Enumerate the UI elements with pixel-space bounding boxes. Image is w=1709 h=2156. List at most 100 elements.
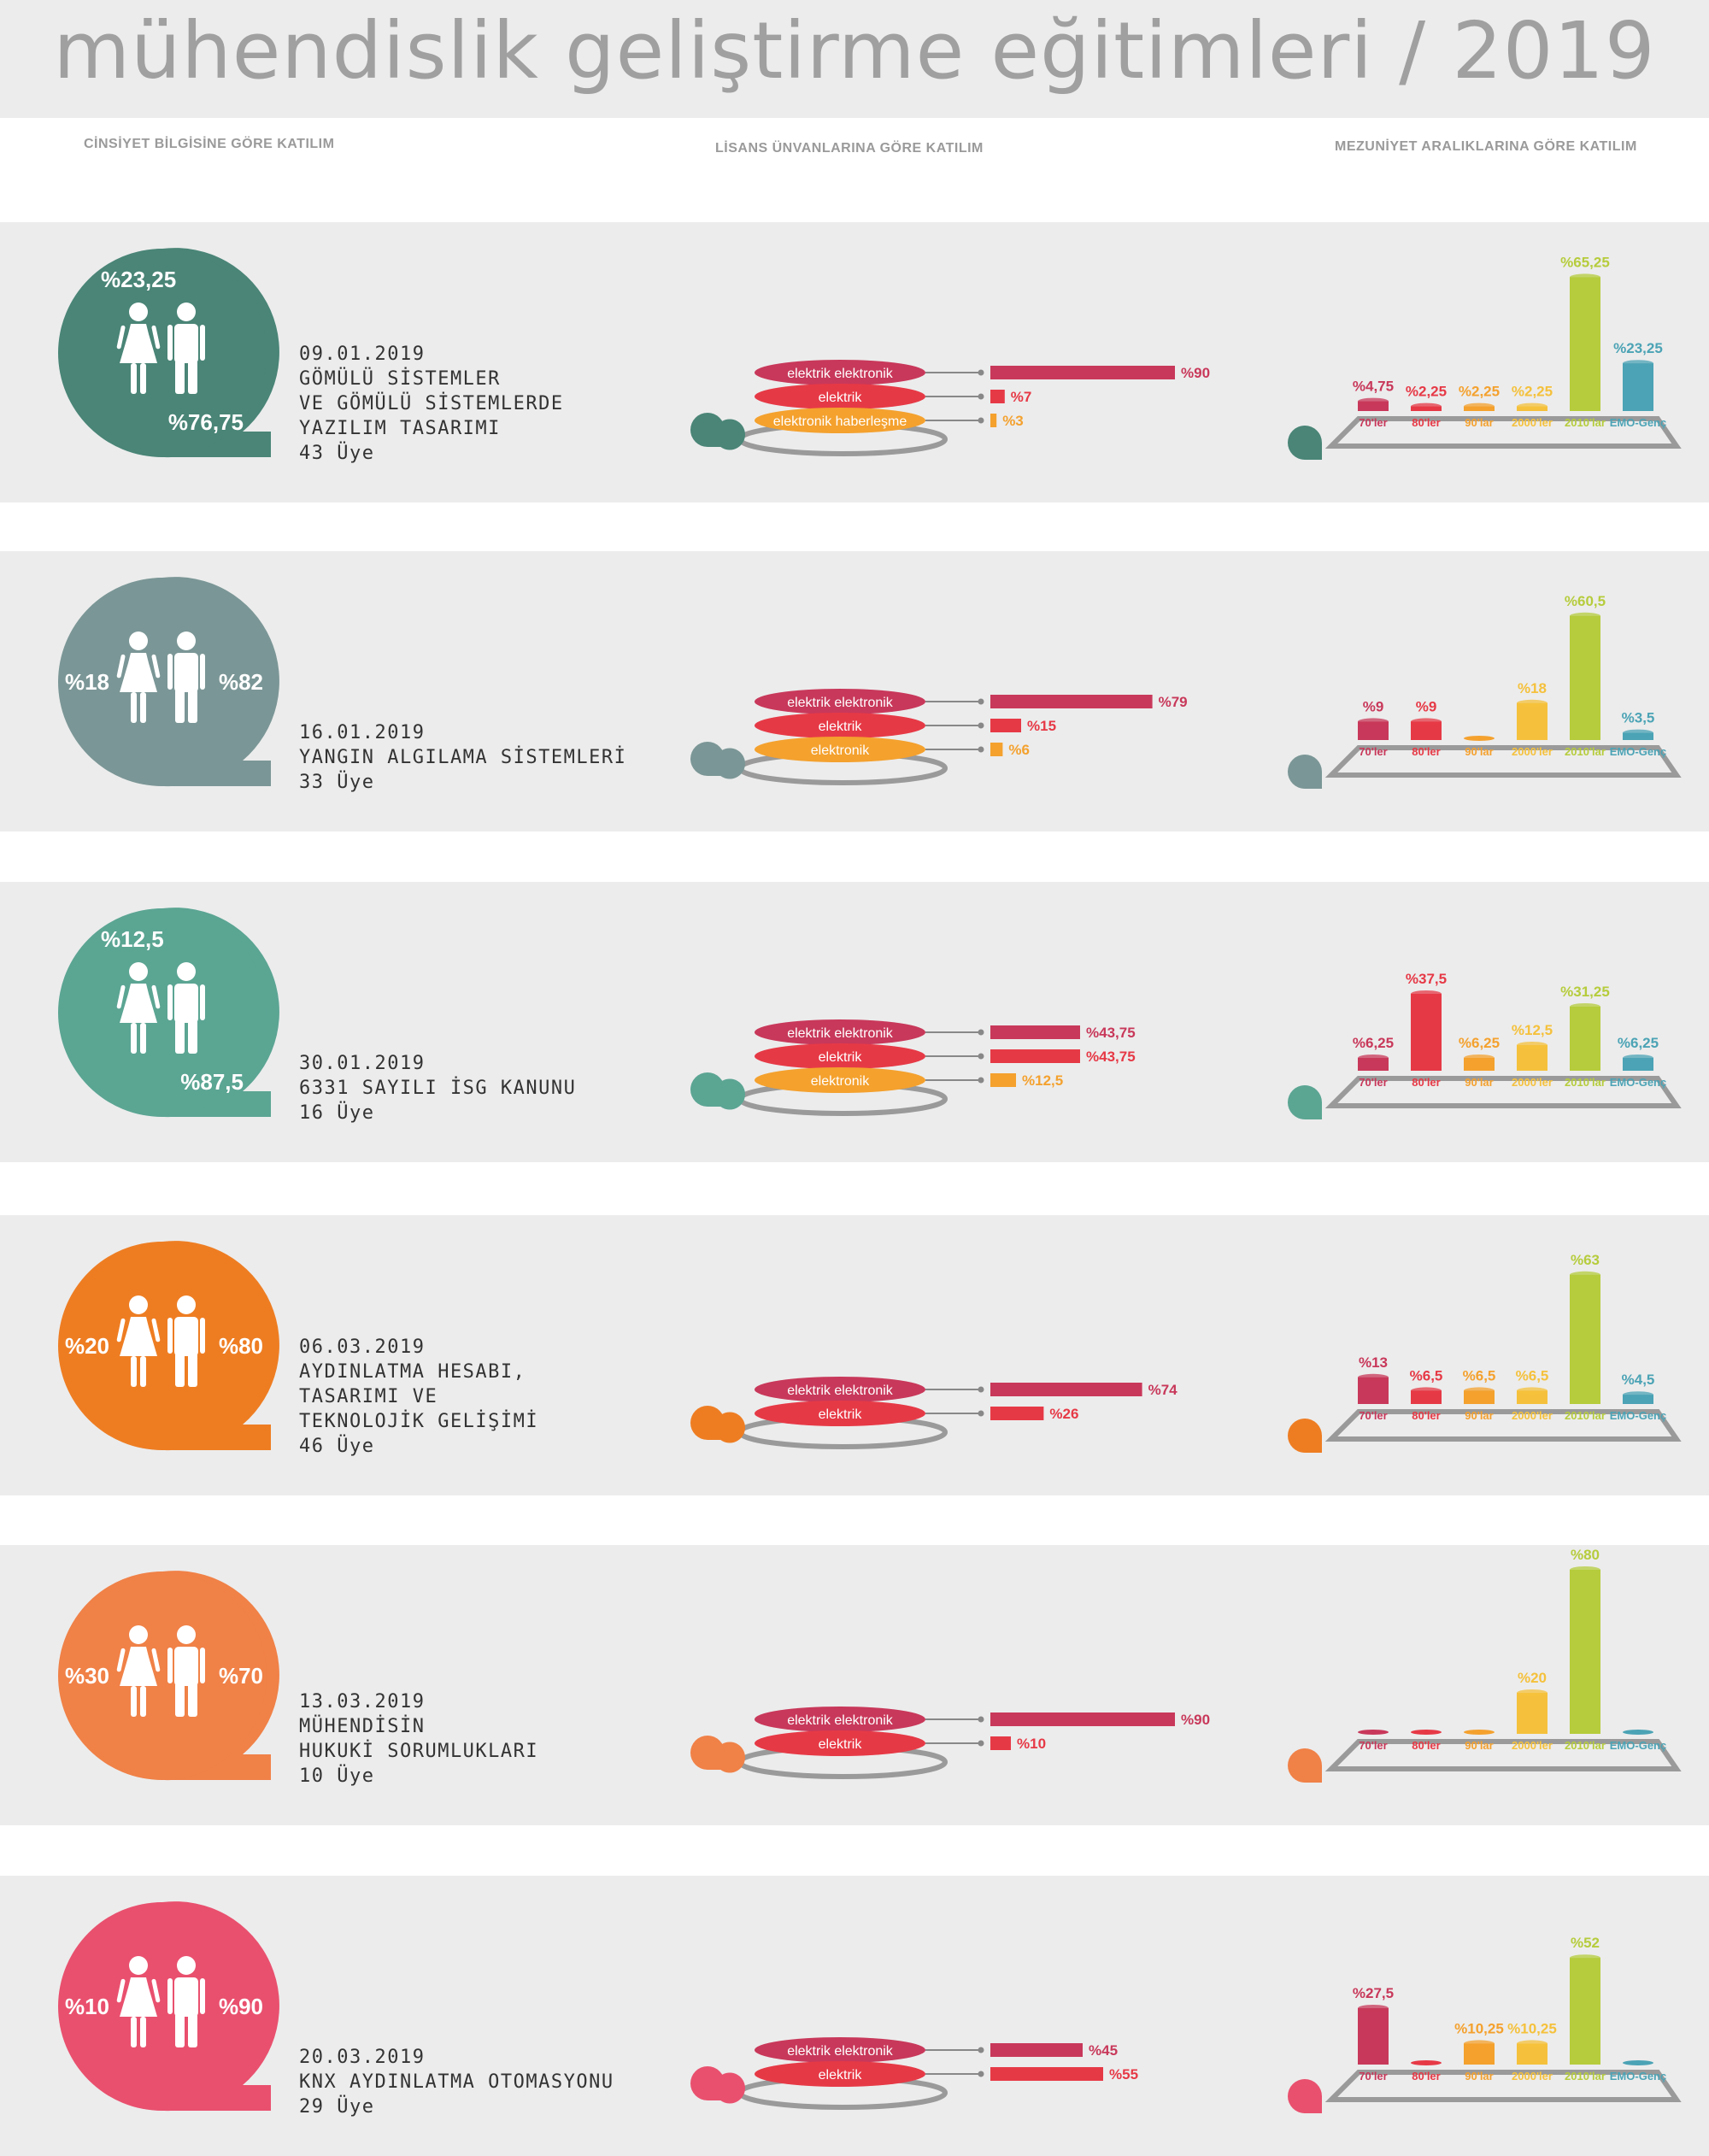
graduation-value-label: %6,25 [1459,1035,1500,1051]
graduation-value-label: %13 [1359,1354,1388,1371]
graduation-category-label: 80'ler [1412,416,1440,429]
gender-male-label: %87,5 [180,1069,244,1095]
degree-connector-dot [978,1386,984,1393]
row-chart: %23,25 %76,75 elektrik elektronik %90 elektr… [58,248,1682,460]
graduation-bar-top [1464,1387,1495,1395]
graduation-value-label: %6,5 [1410,1367,1443,1383]
graduation-value-label: %63 [1571,1252,1600,1268]
graduation-value-label: %18 [1518,680,1547,696]
graduation-bar-top [1358,1055,1389,1061]
person-leg [131,1686,137,1717]
graduation-bar [1411,994,1442,1071]
graduation-bar [1411,721,1442,740]
training-row: %12,5 %87,5 elektrik elektronik %43,75 elekt… [0,882,1709,1162]
graduation-category-label: EMO-Genç [1610,416,1666,429]
training-row: %10 %90 elektrik elektronik %45 elektrik %55%… [0,1876,1709,2156]
graduation-bar [1517,1693,1547,1734]
graduation-category-label: 90'lar [1465,416,1493,429]
graduation-bar-top [1411,402,1442,410]
degree-disc [755,1730,925,1756]
degree-disc [755,1043,925,1069]
graduation-bar-top [1517,699,1547,707]
person-leg [140,1023,146,1054]
training-title-line: TASARIMI VE [299,1386,438,1407]
person-dress [120,984,157,1023]
graduation-category-label: 2000'ler [1512,745,1553,758]
row-chart: %30 %70 elektrik elektronik %90 elektrik %10 7… [58,1547,1682,1783]
graduation-category-label: 2000'ler [1512,416,1553,429]
graduation-bar-top [1517,2040,1547,2047]
person-head [177,1625,196,1644]
graduation-category-label: 90'lar [1465,1409,1493,1422]
graduation-bar [1358,2008,1389,2065]
graduation-category-label: 80'ler [1412,1739,1440,1752]
graduation-bar [1570,1570,1600,1734]
degree-category-label: elektrik [819,2068,863,2083]
person-dress [120,653,157,692]
degree-bar [990,1712,1175,1726]
person-arm [200,1978,205,2014]
graduation-platform [1324,745,1682,778]
degree-value-label: %79 [1159,694,1188,710]
degree-bar [990,1073,1016,1087]
degree-disc [755,2037,925,2063]
person-leg [175,1019,185,1054]
member-count: 33 Üye [299,772,375,793]
graduation-speech-tail [1305,772,1322,789]
graduation-value-label: %37,5 [1406,971,1447,987]
graduation-bar [1358,1058,1389,1071]
person-dress [120,324,157,363]
degree-speech-tail [708,430,725,447]
degree-speech-tail [708,2083,725,2100]
person-body [174,653,198,692]
gender-bubble-circle [58,908,267,1117]
person-arm [151,1318,161,1342]
male-icon [167,1625,205,1717]
gender-female-label: %18 [65,669,109,695]
graduation-value-label: %4,5 [1622,1372,1655,1388]
degree-connector-dot [978,1740,984,1747]
graduation-category-label: 90'lar [1465,2070,1493,2083]
person-leg [131,692,137,723]
graduation-bar [1570,1007,1600,1071]
degree-bar [990,1407,1044,1420]
degree-disc [755,1707,925,1732]
degree-value-label: %43,75 [1086,1049,1136,1065]
graduation-bar-empty [1464,736,1495,741]
graduation-bar [1570,1958,1600,2065]
training-row: %20 %80 elektrik elektronik %74 elektrik %26%… [0,1215,1709,1495]
person-leg [131,363,137,394]
graduation-bar [1570,1274,1600,1404]
person-leg [131,1356,137,1387]
graduation-platform [1324,2070,1682,2102]
member-count: 10 Üye [299,1765,375,1787]
graduation-bar-top [1411,718,1442,726]
person-arm [200,325,205,361]
training-title-line: VE GÖMÜLÜ SİSTEMLERDE [299,393,564,414]
degree-bar [990,2043,1083,2057]
degree-bar [990,1736,1011,1750]
training-title-line: 6331 SAYILI İSG KANUNU [299,1078,577,1099]
gender-bubble-circle [58,1242,267,1450]
degree-connector-dot [978,1029,984,1036]
graduation-value-label: %6,5 [1516,1367,1549,1383]
female-icon [116,1956,161,2047]
degree-connector-dot [978,393,984,400]
degree-disc [755,408,925,433]
graduation-speech-tail [1305,1765,1322,1783]
person-head [177,962,196,981]
graduation-value-label: %3,5 [1622,710,1655,726]
graduation-speech-tail [1305,2096,1322,2113]
graduation-category-label: 80'ler [1412,745,1440,758]
person-arm [200,654,205,690]
person-head [129,303,148,321]
person-leg [131,2017,137,2047]
graduation-value-label: %2,25 [1512,384,1553,400]
male-icon [167,303,205,394]
graduation-value-label: %65,25 [1560,254,1610,270]
degree-speech-tail [708,759,725,776]
person-leg [188,689,197,723]
person-body [174,1647,198,1686]
graduation-speech-tail [1305,443,1322,460]
row-chart: %18 %82 elektrik elektronik %79 elektrik %15 e… [58,577,1682,789]
